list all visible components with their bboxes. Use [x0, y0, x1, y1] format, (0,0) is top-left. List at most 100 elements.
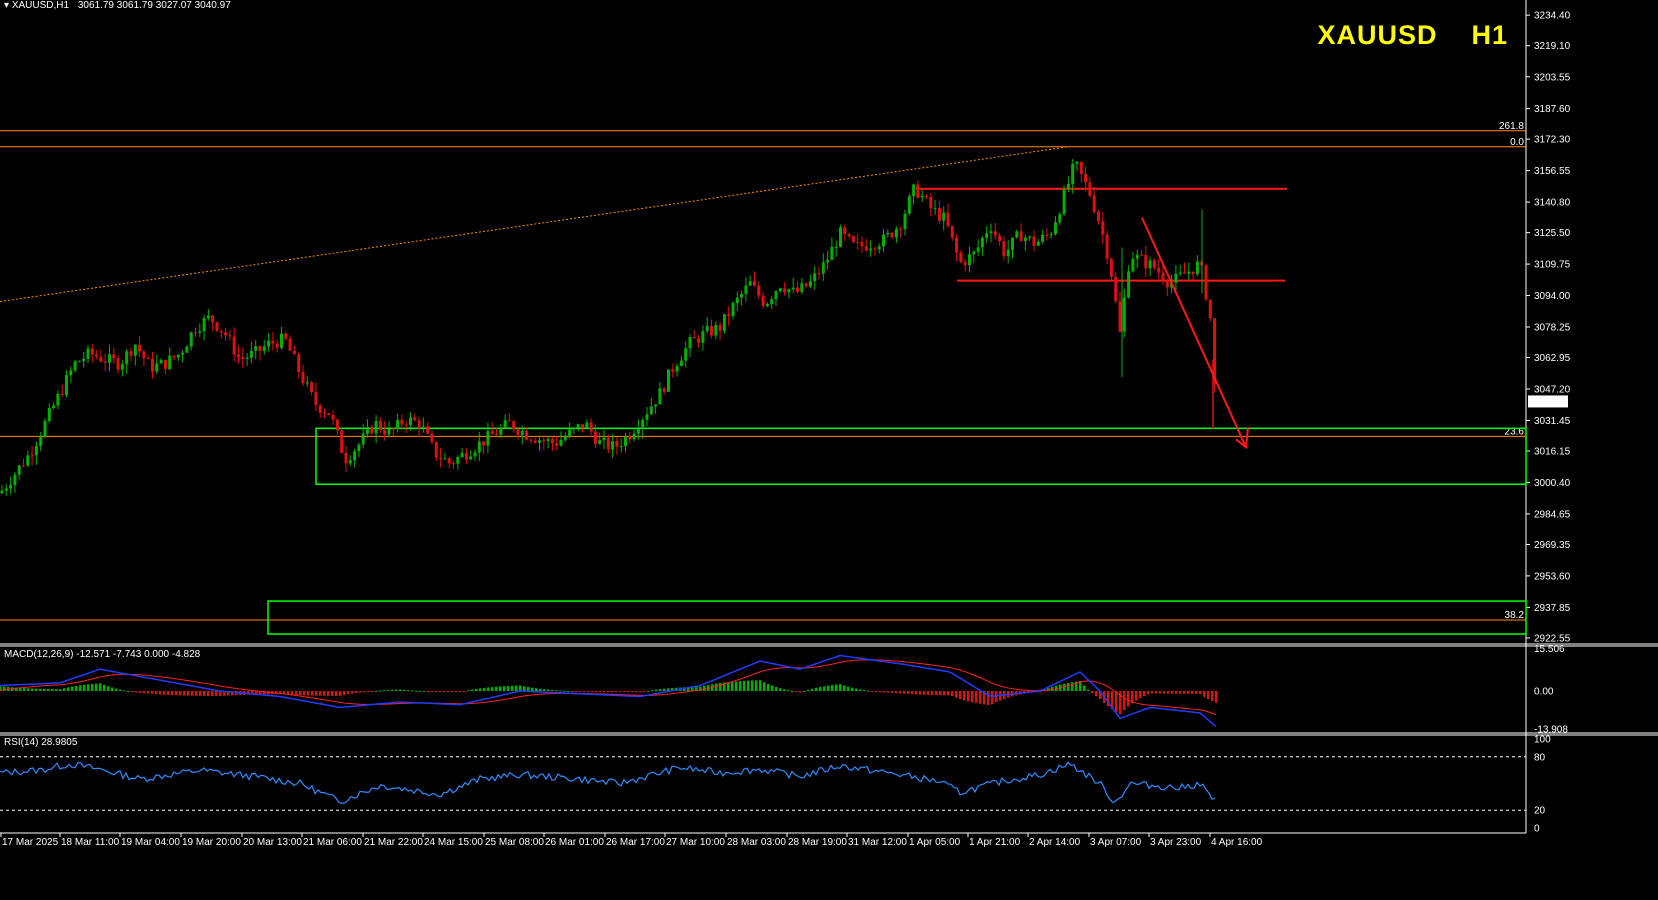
candle-body	[869, 248, 873, 251]
macd-histogram-bar	[123, 690, 126, 692]
candle-body	[1118, 301, 1122, 332]
macd-histogram-bar	[31, 688, 34, 692]
candles-group	[0, 159, 1217, 496]
candle	[387, 421, 391, 438]
candle-body	[1105, 234, 1109, 259]
candle-body	[9, 485, 13, 489]
candle-body	[267, 340, 271, 347]
candle-body	[593, 431, 597, 444]
candle-body	[800, 283, 804, 292]
macd-main-line	[0, 654, 1217, 728]
macd-histogram-bar	[319, 691, 322, 696]
candle-body	[120, 364, 124, 370]
fib-23-6-line-label: 23.6	[1505, 426, 1525, 437]
macd-histogram-bar	[215, 691, 218, 697]
macd-histogram-bar	[1075, 681, 1078, 692]
candle-body	[1135, 254, 1139, 259]
time-tick-label: 18 Mar 11:00	[61, 837, 120, 848]
candle-body	[1122, 297, 1126, 332]
candle	[1183, 262, 1186, 274]
candle-body	[237, 354, 240, 357]
candle	[529, 438, 533, 444]
candle-body	[52, 405, 56, 408]
candle-body	[482, 441, 486, 446]
macd-histogram-bar	[491, 687, 494, 692]
candle-body	[641, 419, 645, 430]
macd-histogram-bar	[131, 691, 134, 693]
candle-body	[82, 358, 86, 362]
candle-body	[353, 451, 357, 461]
candle	[1032, 230, 1036, 252]
macd-histogram-bar	[607, 691, 610, 693]
macd-histogram-bar	[419, 690, 422, 692]
macd-histogram-bar	[459, 691, 462, 693]
candle	[804, 282, 808, 288]
candle-body	[90, 348, 94, 355]
candle-body	[589, 422, 593, 432]
macd-histogram-bar	[539, 688, 542, 692]
candle	[357, 442, 361, 458]
candle	[731, 300, 735, 320]
macd-histogram-bar	[1207, 691, 1210, 700]
candle-body	[658, 388, 662, 405]
candle-body	[34, 445, 38, 456]
macd-histogram-bar	[643, 691, 646, 693]
candle	[679, 355, 683, 367]
rsi-tick-label: 80	[1534, 752, 1546, 763]
candle	[396, 413, 400, 433]
macd-histogram-bar	[339, 691, 342, 697]
macd-histogram-bar	[159, 691, 162, 695]
candle	[671, 363, 675, 378]
candle	[649, 398, 653, 416]
time-tick-label: 3 Apr 23:00	[1150, 837, 1202, 848]
chart-title: XAUUSD H1	[1317, 20, 1508, 51]
candle	[1011, 237, 1014, 259]
candle-body	[1191, 271, 1195, 275]
macd-histogram-bar	[255, 691, 258, 695]
candle-body	[159, 359, 163, 364]
candle	[1204, 263, 1208, 302]
candle	[215, 321, 219, 333]
macd-histogram-bar	[1179, 691, 1182, 694]
candle	[9, 476, 13, 495]
candle	[490, 422, 494, 435]
macd-histogram-bar	[383, 690, 386, 692]
candle-body	[907, 196, 911, 214]
candle	[297, 352, 301, 379]
price-tick-label: 3047.20	[1534, 384, 1571, 395]
macd-histogram-bar	[115, 688, 118, 692]
dropdown-arrow-icon[interactable]: ▾	[4, 0, 10, 11]
candle-body	[748, 281, 752, 286]
macd-histogram-bar	[127, 691, 130, 693]
macd-histogram-bar	[251, 691, 254, 695]
macd-histogram-bar	[847, 686, 850, 692]
candle-body	[606, 437, 610, 450]
price-tick-label: 2969.35	[1534, 540, 1571, 551]
candle-body	[1157, 267, 1161, 273]
candle	[903, 209, 907, 236]
candle-body	[963, 262, 967, 266]
candle-body	[404, 424, 408, 426]
candle	[206, 309, 210, 321]
macd-histogram-bar	[287, 691, 290, 695]
candle	[800, 277, 804, 295]
candle-body	[185, 346, 189, 353]
candle	[39, 432, 43, 452]
macd-histogram-bar	[367, 691, 370, 693]
candle-body	[301, 372, 305, 384]
candle	[413, 413, 417, 422]
macd-histogram-bar	[883, 691, 886, 693]
macd-histogram-bar	[403, 689, 406, 692]
candle-body	[245, 357, 249, 359]
candle-body	[959, 252, 963, 263]
macd-histogram-bar	[947, 691, 950, 696]
macd-histogram-bar	[1151, 691, 1154, 694]
candle-body	[1213, 318, 1217, 385]
candle	[1195, 255, 1199, 277]
candle	[146, 355, 150, 360]
candle-body	[1127, 271, 1131, 298]
macd-histogram-bar	[1127, 691, 1130, 707]
macd-histogram-bar	[259, 691, 262, 695]
candle-body	[56, 393, 60, 406]
